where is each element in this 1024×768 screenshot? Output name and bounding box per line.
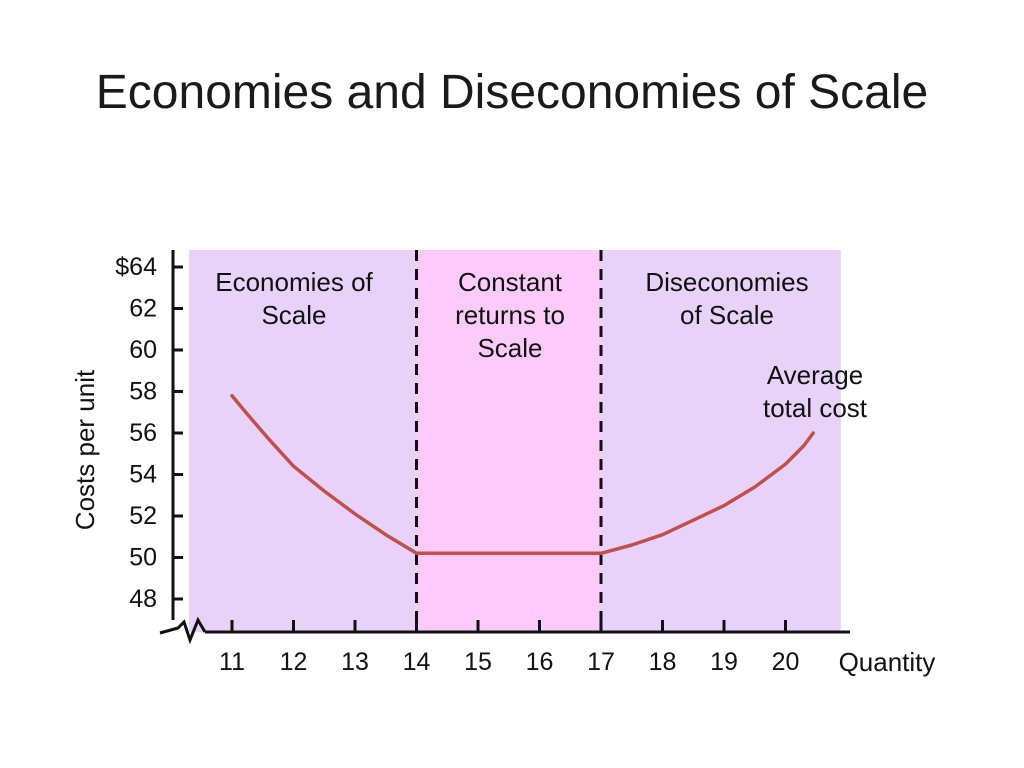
y-tick-label-1: 50 (129, 544, 157, 572)
x-tick-label-9: 20 (772, 648, 800, 676)
region-3 (601, 250, 841, 632)
axis-break (159, 616, 207, 645)
chart-regions (188, 250, 841, 632)
y-tick-label-6: 60 (129, 336, 157, 364)
x-tick-label-8: 19 (710, 648, 738, 676)
chart-title: Economies and Diseconomies of Scale (95, 66, 929, 119)
chart-axes: 48 50 52 54 56 58 60 62 $64 11 12 13 14 15 16 17 18 19 20 Q… (70, 250, 935, 677)
x-tick-label-0: 11 (219, 648, 245, 676)
region-label-3-line-1: Diseconomies (645, 267, 808, 297)
region-label-2-line-3: Scale (477, 333, 542, 363)
region-2 (416, 250, 601, 632)
region-label-2-line-1: Constant (458, 267, 563, 297)
region-1 (188, 250, 417, 632)
y-tick-label-4: 56 (129, 419, 157, 447)
x-tick-label-4: 15 (464, 648, 492, 676)
x-axis-title: Quantity (839, 647, 936, 677)
x-tick-label-5: 16 (526, 648, 554, 676)
y-tick-label-7: 62 (129, 295, 157, 323)
y-tick-label-0: 48 (129, 585, 157, 613)
region-label-2-line-2: returns to (455, 300, 565, 330)
y-axis-title: Costs per unit (70, 369, 100, 530)
x-tick-label-2: 13 (341, 648, 369, 676)
x-tick-label-1: 12 (280, 648, 308, 676)
chart-dividers (415, 250, 603, 632)
series-label-line-1: Average (767, 360, 863, 390)
region-label-1-line-1: Economies of (215, 267, 373, 297)
series-label-line-2: total cost (763, 393, 868, 423)
y-tick-label-5: 58 (129, 378, 157, 406)
y-tick-label-3: 54 (129, 461, 157, 489)
y-tick-label-8: $64 (115, 253, 157, 281)
x-tick-label-6: 17 (587, 648, 615, 676)
region-label-3-line-2: of Scale (680, 300, 774, 330)
x-tick-label-3: 14 (403, 648, 431, 676)
region-label-1-line-2: Scale (261, 300, 326, 330)
series-line-1 (230, 393, 815, 556)
chart-series (230, 393, 815, 556)
x-tick-label-7: 18 (649, 648, 677, 676)
y-tick-label-2: 52 (129, 502, 157, 530)
